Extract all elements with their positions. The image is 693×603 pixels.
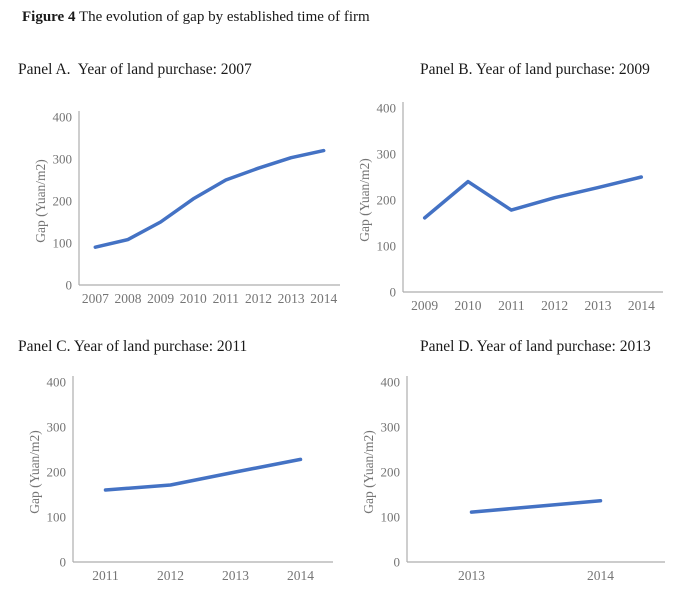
data-line <box>469 499 603 514</box>
x-tick-label: 2008 <box>114 291 141 306</box>
y-tick-label: 0 <box>390 285 397 300</box>
x-tick-label: 2009 <box>147 291 174 306</box>
x-tick-label: 2010 <box>180 291 207 306</box>
x-tick-label: 2009 <box>411 298 438 313</box>
x-tick-label: 2013 <box>278 291 305 306</box>
data-line <box>93 148 326 249</box>
y-axis-title: Gap (Yuan/m2) <box>357 158 372 242</box>
y-tick-label: 200 <box>47 465 67 480</box>
figure-title: Figure 4 The evolution of gap by establi… <box>22 9 370 26</box>
y-axis-title: Gap (Yuan/m2) <box>361 430 376 514</box>
x-tick-label: 2012 <box>245 291 272 306</box>
x-tick-label: 2014 <box>287 568 314 583</box>
y-tick-label: 200 <box>377 193 397 208</box>
x-tick-label: 2012 <box>157 568 184 583</box>
x-tick-label: 2013 <box>585 298 612 313</box>
panel-b-chart: 0 100 200 300 400 2009 2010 2011 2012 2013 2014 Gap… <box>357 101 663 313</box>
x-tick-label: 2011 <box>213 291 240 306</box>
y-tick-label: 400 <box>47 375 67 390</box>
y-axis-title: Gap (Yuan/m2) <box>33 159 48 243</box>
y-tick-label: 100 <box>47 510 67 525</box>
x-tick-label: 2013 <box>458 568 485 583</box>
panel-a-title: Panel A. Year of land purchase: 2007 <box>18 61 252 78</box>
y-tick-label: 0 <box>66 278 73 293</box>
y-tick-label: 0 <box>60 555 67 570</box>
y-tick-label: 300 <box>381 420 401 435</box>
panel-d-title: Panel D. Year of land purchase: 2013 <box>420 338 651 355</box>
x-tick-label: 2013 <box>222 568 249 583</box>
y-tick-label: 100 <box>381 510 401 525</box>
x-tick-label: 2012 <box>541 298 568 313</box>
panel-b-title: Panel B. Year of land purchase: 2009 <box>420 61 650 78</box>
x-tick-label: 2014 <box>587 568 614 583</box>
x-tick-label: 2007 <box>82 291 109 306</box>
x-tick-label: 2014 <box>628 298 655 313</box>
figure-label: Figure 4 <box>22 9 76 25</box>
y-axis-title: Gap (Yuan/m2) <box>27 430 42 514</box>
y-tick-label: 400 <box>377 101 397 116</box>
y-tick-label: 200 <box>381 465 401 480</box>
y-tick-label: 100 <box>377 239 397 254</box>
y-tick-label: 200 <box>53 194 73 209</box>
panel-a-chart: 0 100 200 300 400 2007 2008 2009 2010 2011 2012 201… <box>33 110 340 306</box>
y-tick-label: 400 <box>381 375 401 390</box>
y-tick-label: 400 <box>53 110 73 125</box>
y-tick-label: 300 <box>53 152 73 167</box>
x-tick-label: 2014 <box>310 291 337 306</box>
panel-c-title: Panel C. Year of land purchase: 2011 <box>18 338 248 355</box>
x-tick-label: 2011 <box>92 568 119 583</box>
y-tick-label: 0 <box>394 555 401 570</box>
y-tick-label: 300 <box>377 147 397 162</box>
figure-caption: The evolution of gap by established time… <box>75 9 370 25</box>
data-line <box>422 175 644 220</box>
y-tick-label: 300 <box>47 420 67 435</box>
data-line <box>103 457 303 492</box>
panel-c-chart: 0 100 200 300 400 2011 2012 2013 2014 Gap (Yuan/m… <box>27 375 333 583</box>
y-tick-label: 100 <box>53 236 73 251</box>
x-tick-label: 2011 <box>498 298 525 313</box>
x-tick-label: 2010 <box>455 298 482 313</box>
panel-d-chart: 0 100 200 300 400 2013 2014 Gap (Yuan/m2) <box>361 375 665 583</box>
